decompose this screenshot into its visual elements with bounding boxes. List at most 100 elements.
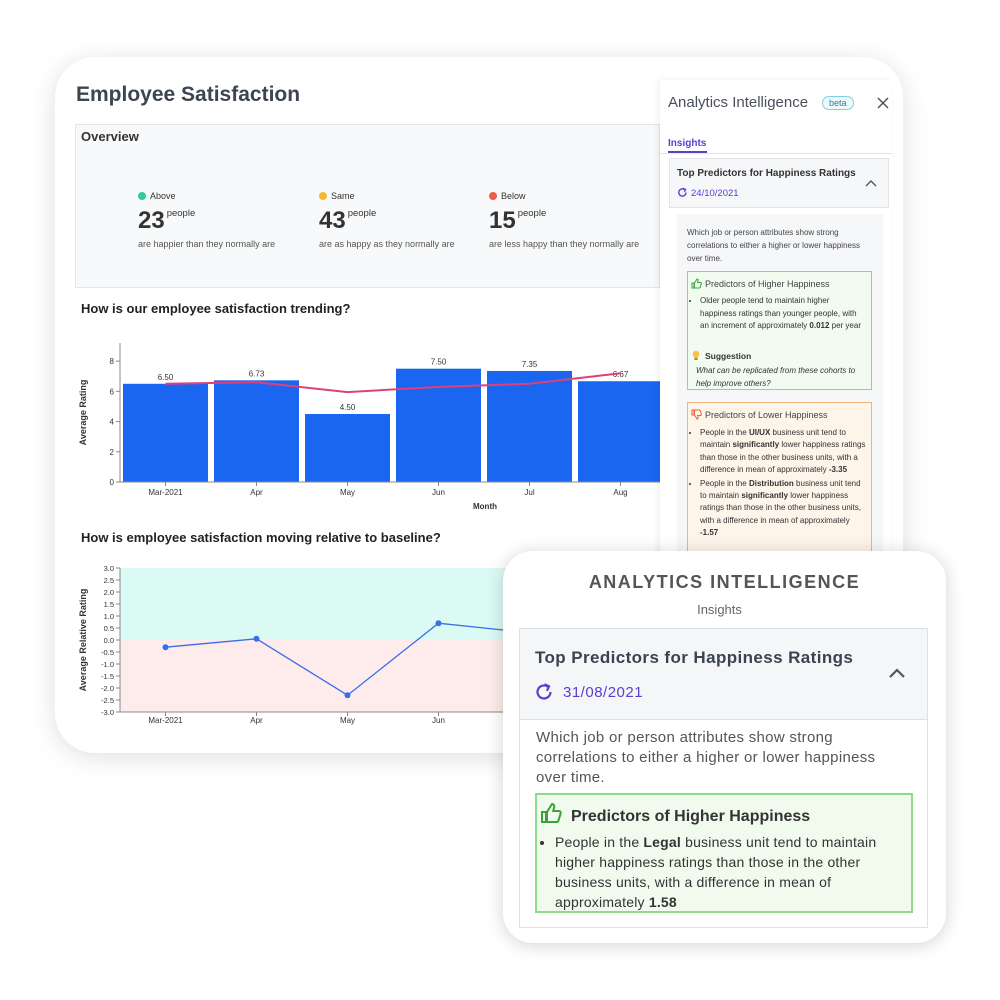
lower-title: Predictors of Lower Happiness bbox=[705, 410, 828, 420]
higher-box bbox=[687, 271, 872, 390]
thumb-up-icon bbox=[541, 802, 562, 823]
bullet: People in the UI/UX business unit tend t… bbox=[700, 427, 866, 477]
y-tick-label: 0.0 bbox=[104, 636, 114, 645]
bullet: People in the Legal business unit tend t… bbox=[555, 832, 907, 912]
plot: 6.50 6.73 4.50 7.50 7.35 6.67 Mar-2021 Apr May Ju… bbox=[123, 358, 660, 497]
insight-header[interactable] bbox=[669, 158, 889, 208]
stat-text: are happier than they normally are bbox=[138, 239, 276, 249]
data-label: 4.50 bbox=[340, 403, 356, 412]
stat-text: are less happy than they normally are bbox=[489, 239, 640, 249]
tab-underline bbox=[668, 151, 707, 153]
y-tick-label: 1.5 bbox=[104, 600, 114, 609]
question: Which job or person attributes show stro… bbox=[687, 228, 860, 263]
stat-dot bbox=[489, 192, 497, 200]
overlay-higher-box bbox=[535, 793, 913, 913]
bullets: People in the UI/UX business unit tend t… bbox=[690, 427, 866, 540]
x-tick-label: Apr bbox=[250, 716, 263, 725]
overlay-question: Which job or person attributes show stro… bbox=[536, 729, 876, 786]
bullet: People in the Distribution business unit… bbox=[700, 478, 866, 540]
bold-text: significantly bbox=[741, 491, 789, 501]
y-tick-label: 1.0 bbox=[104, 612, 114, 621]
thumb-up-icon bbox=[691, 278, 702, 289]
y-tick-label: 0.5 bbox=[104, 624, 114, 633]
overlay-tab[interactable]: Insights bbox=[697, 602, 742, 617]
divider bbox=[660, 153, 892, 154]
refresh-icon bbox=[536, 683, 552, 700]
x-tick-label: Aug bbox=[613, 488, 627, 497]
y-tick-label: -2.5 bbox=[101, 696, 114, 705]
x-tick-label: Apr bbox=[250, 488, 263, 497]
stat-label: Below bbox=[501, 191, 526, 201]
x-tick-label: Jun bbox=[432, 488, 445, 497]
stat-label: Same bbox=[331, 191, 355, 201]
y-tick-label: 2 bbox=[110, 448, 115, 457]
bar bbox=[578, 381, 660, 482]
stat-unit: people bbox=[347, 208, 377, 219]
bar bbox=[214, 380, 299, 482]
stat-dot bbox=[138, 192, 146, 200]
point bbox=[435, 620, 442, 627]
y-axis-label: Average Relative Rating bbox=[78, 589, 88, 692]
bold-text: UI/UX bbox=[748, 428, 771, 437]
text: business unit tend to maintain bbox=[700, 478, 861, 501]
overlay-title: ANALYTICS INTELLIGENCE bbox=[588, 572, 861, 592]
bar bbox=[123, 383, 208, 482]
y-tick-label: 2.0 bbox=[104, 588, 114, 597]
bold-text: 1.58 bbox=[648, 894, 677, 910]
y-tick-label: -1.0 bbox=[101, 660, 114, 669]
stat-row: 23 people bbox=[138, 207, 195, 235]
bold-text: -3.35 bbox=[828, 465, 848, 475]
x-tick-label: Mar-2021 bbox=[148, 716, 183, 725]
text: lower happiness ratings than those in th… bbox=[700, 440, 866, 475]
data-label: 6.73 bbox=[249, 369, 265, 378]
insight-title: Top Predictors for Happiness Ratings bbox=[677, 168, 856, 179]
chevron[interactable] bbox=[888, 667, 906, 679]
stat-value: 15 bbox=[489, 207, 516, 234]
stat-text: are as happy as they normally are bbox=[319, 239, 455, 249]
y-axis-label: Average Rating bbox=[78, 380, 88, 446]
point bbox=[253, 635, 260, 642]
bold-text: Distribution bbox=[748, 478, 794, 488]
close-button[interactable] bbox=[877, 97, 889, 109]
chart-title: How is our employee satisfaction trendin… bbox=[81, 301, 351, 316]
stat-row: 15 people bbox=[489, 207, 546, 235]
bold-text: -1.57 bbox=[700, 528, 719, 538]
bullet-list: People in the UI/UX business unit tend t… bbox=[690, 427, 866, 541]
tab[interactable]: Insights bbox=[668, 138, 707, 149]
x-tick-label: May bbox=[340, 488, 355, 497]
higher-title: Predictors of Higher Happiness bbox=[705, 279, 830, 289]
stat-dot bbox=[319, 192, 327, 200]
y-tick-label: -2.0 bbox=[101, 684, 114, 693]
text: business unit tend to maintain higher ha… bbox=[555, 834, 877, 910]
stat-unit: people bbox=[517, 208, 547, 219]
suggestion-title: Suggestion bbox=[705, 351, 752, 361]
y-tick-label: 2.5 bbox=[104, 576, 114, 585]
chevron[interactable] bbox=[865, 179, 877, 187]
overlay-header[interactable] bbox=[519, 628, 928, 720]
stat-value: 23 bbox=[138, 207, 165, 234]
y-tick-label: 4 bbox=[110, 418, 115, 427]
y-tick-label: -3.0 bbox=[101, 708, 114, 717]
thumb-down-icon bbox=[691, 409, 702, 420]
text: People in the bbox=[700, 478, 749, 488]
panel-title: Analytics Intelligence bbox=[668, 94, 809, 111]
bold-text: Legal bbox=[643, 834, 681, 850]
x-tick-label: Mar-2021 bbox=[148, 488, 183, 497]
stat-row: 43 people bbox=[319, 207, 376, 235]
overlay-higher-title: Predictors of Higher Happiness bbox=[571, 808, 811, 825]
y-tick-label: 6 bbox=[110, 387, 115, 396]
overlay-insight-title: Top Predictors for Happiness Ratings bbox=[535, 648, 854, 667]
overview-title: Overview bbox=[81, 129, 139, 144]
text: Older people tend to maintain higher hap… bbox=[700, 296, 857, 330]
lower-box bbox=[687, 402, 872, 567]
y-tick-label: 3.0 bbox=[104, 564, 114, 573]
beta-badge: beta bbox=[822, 96, 854, 110]
refresh-icon bbox=[678, 187, 687, 197]
x-axis-label: Month bbox=[473, 502, 497, 511]
bullet-list: Older people tend to maintain higher hap… bbox=[690, 295, 866, 334]
y-tick-label: -0.5 bbox=[101, 648, 114, 657]
bullets: People in the Legal business unit tend t… bbox=[545, 832, 907, 912]
stat-value: 43 bbox=[319, 207, 346, 234]
x-tick-label: May bbox=[340, 716, 355, 725]
